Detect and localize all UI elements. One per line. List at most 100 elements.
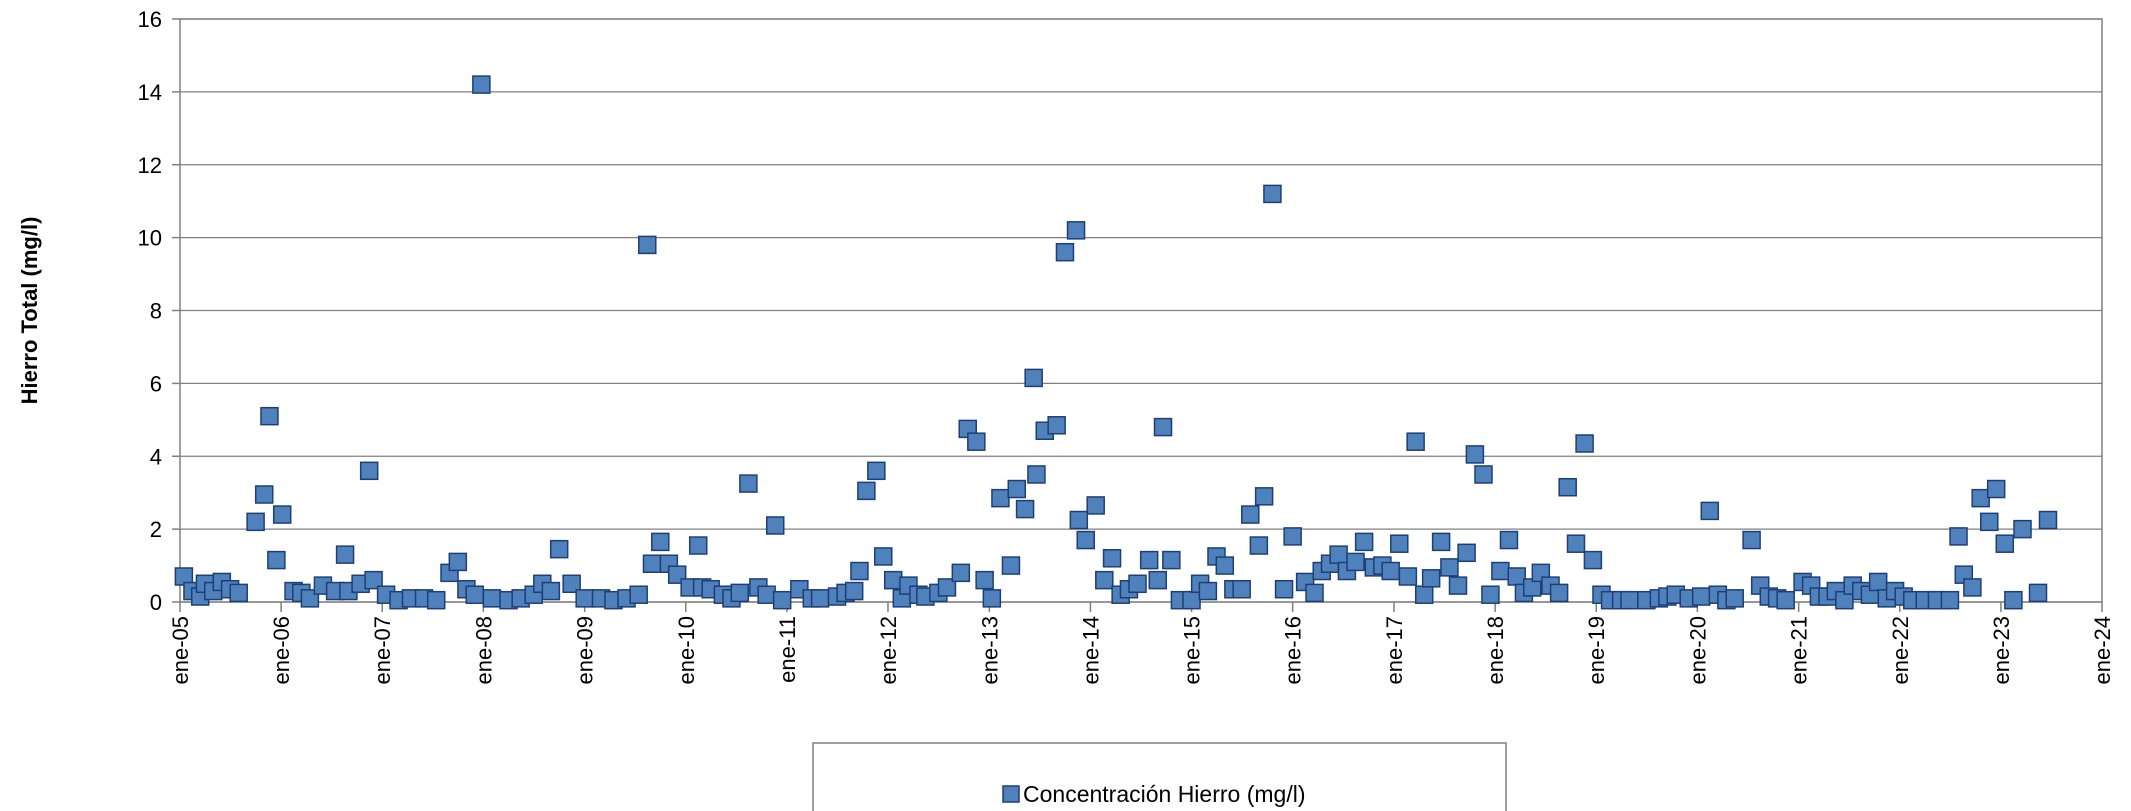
data-point [1162,550,1181,570]
y-tick-label: 10 [138,226,162,251]
data-point [1481,585,1500,604]
data-point [629,585,648,604]
x-tick-label: ene-15 [1180,616,1205,685]
data-point [272,505,292,524]
data-point [1457,543,1476,563]
data-point [1354,532,1374,552]
data-point [1066,221,1086,240]
data-point [1474,465,1493,484]
data-point [1198,581,1218,601]
data-point [1128,574,1147,594]
data-point [1980,512,1999,532]
data-point [739,474,758,493]
legend-entry-label: Concentración Hierro (mg/l) [1023,781,1305,807]
y-axis-ticks: 0 2 4 6 8 10 12 14 16 [138,7,180,615]
x-tick-label: ene-17 [1382,616,1407,685]
data-point [1283,527,1302,546]
data-point [937,578,957,597]
data-point [1055,242,1075,262]
data-point [1491,561,1510,581]
x-tick-label: ene-20 [1685,616,1710,685]
legend: Concentración Hierro (mg/l) [812,742,1507,811]
data-point [562,574,581,594]
x-tick-label: ene-19 [1584,616,1609,685]
data-point [844,581,864,601]
x-tick-label: ene-16 [1281,616,1306,685]
data-point [1583,550,1603,570]
data-point [757,585,776,604]
data-point [765,516,785,535]
data-point [867,461,886,481]
data-point [883,570,903,590]
data-point [850,561,869,581]
data-point [1440,558,1459,577]
x-tick-label: ene-05 [168,616,193,685]
data-point [1095,570,1114,590]
data-point [1499,530,1519,550]
data-point [1305,583,1324,603]
data-point [772,590,792,610]
y-tick-label: 8 [150,299,162,324]
data-point [1742,530,1761,550]
x-tick-label: ene-12 [876,616,901,685]
data-point [1566,534,1586,553]
data-point [1421,569,1441,588]
data-point [1215,556,1235,575]
data-point [1549,583,1569,603]
data-point [1986,479,2006,499]
data-point [982,589,1002,608]
data-point [638,235,657,255]
data-point [472,75,491,94]
data-point [2013,519,2032,539]
data-point [1995,534,2015,553]
data-point [1971,488,1990,508]
x-tick-label: ene-13 [977,616,1002,685]
data-point [465,585,484,604]
gridlines [180,18,2102,603]
data-point [541,581,561,601]
x-axis-ticks: ene-05 ene-06 ene-07 ene-08 ene-09 ene-10 ene-… [168,602,2115,685]
data-point [1241,505,1260,524]
y-tick-label: 4 [150,444,162,469]
legend-box [812,742,1507,811]
data-point [448,552,468,572]
data-point [1620,590,1639,610]
data-point [254,485,274,504]
data-point [951,563,971,583]
data-point [857,481,876,501]
data-point [1700,501,1720,521]
data-point [335,545,355,564]
data-point [1398,567,1418,586]
data-point [1274,579,1294,599]
data-point [1558,477,1577,497]
data-point [267,550,286,570]
data-point [359,461,379,481]
data-point [2038,510,2058,530]
data-point [1346,552,1365,572]
data-point [1001,556,1021,575]
x-tick-label: ene-08 [471,616,496,685]
data-point [975,570,994,590]
data-point [651,532,670,552]
data-point [364,570,383,590]
data-point [1507,567,1526,586]
data-point [1406,432,1425,451]
data-point [2028,583,2048,603]
data-point [1086,496,1105,515]
data-point [1390,534,1409,553]
y-tick-label: 0 [150,590,162,615]
data-point [991,488,1010,508]
data-point [1575,434,1594,453]
data-point [426,590,446,610]
data-point [260,406,279,426]
data-point [1963,578,1982,597]
x-tick-label: ene-09 [573,616,598,685]
data-point [1027,465,1046,484]
data-point [1024,368,1043,388]
data-point [688,536,708,555]
data-point [1940,590,1960,610]
data-point [1007,479,1027,499]
data-point [1069,510,1089,530]
data-point [1465,445,1485,464]
